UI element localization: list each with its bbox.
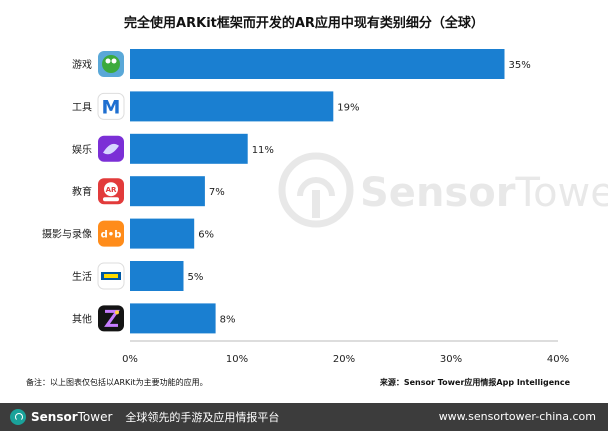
bar-value-label: 8% xyxy=(220,314,236,325)
chart-source: 来源：Sensor Tower应用情报App Intelligence xyxy=(379,378,570,387)
x-tick-label: 20% xyxy=(333,354,355,365)
tool-app-icon: M xyxy=(97,92,125,120)
chart-title: 完全使用ARKit框架而开发的AR应用中现有类别细分（全球） xyxy=(124,16,484,31)
x-tick-label: 0% xyxy=(122,354,138,365)
bar-4 xyxy=(130,176,205,207)
photo-video-app-icon: d•b xyxy=(98,220,124,247)
bar-value-label: 5% xyxy=(188,272,204,283)
bar-6 xyxy=(130,261,184,291)
lifestyle-app-icon xyxy=(97,262,125,290)
education-app-icon: AR xyxy=(98,178,124,205)
bar-value-label: 7% xyxy=(209,187,225,198)
x-tick-label: 40% xyxy=(547,354,569,365)
svg-text:d•b: d•b xyxy=(101,230,122,241)
bar-value-label: 19% xyxy=(337,102,359,113)
bar-7 xyxy=(130,303,216,334)
other-app-icon xyxy=(98,305,124,332)
category-label: 娱乐 xyxy=(72,143,92,156)
watermark-logo-icon xyxy=(278,152,354,228)
category-label: 其他 xyxy=(72,312,92,325)
footer-tagline: 全球领先的手游及应用情报平台 xyxy=(125,411,280,424)
svg-text:M: M xyxy=(102,96,121,118)
game-app-icon xyxy=(98,51,124,77)
bar-5 xyxy=(130,218,195,249)
sensortower-logo-icon xyxy=(10,409,26,425)
footer-brand-sensor: Sensor xyxy=(31,410,78,424)
footer-brand: Sensor Tower 全球领先的手游及应用情报平台 xyxy=(10,403,279,431)
x-axis: 0% 10% 20% 30% 40% xyxy=(122,340,569,365)
footer-bar: Sensor Tower 全球领先的手游及应用情报平台 www.sensortow… xyxy=(0,403,608,431)
category-label: 摄影与录像 xyxy=(42,228,92,241)
category-label: 游戏 xyxy=(72,58,92,71)
x-tick-label: 10% xyxy=(226,354,248,365)
bar-3 xyxy=(130,133,248,164)
svg-text:AR: AR xyxy=(106,186,117,194)
bar-value-label: 35% xyxy=(509,60,531,71)
category-label: 生活 xyxy=(72,270,92,283)
bar-value-label: 11% xyxy=(252,145,274,156)
bars-group: 35% 游戏 19% 工具 11% 娱乐 7% 教育 6% 摄影与录像 5% 生活 8% 其他 xyxy=(42,49,531,334)
footer-brand-tower: Tower xyxy=(77,410,113,424)
entertainment-app-icon xyxy=(98,135,124,162)
category-label: 教育 xyxy=(72,185,92,198)
category-label: 工具 xyxy=(72,101,92,113)
footer-url[interactable]: www.sensortower-china.com xyxy=(438,410,596,423)
bar-value-label: 6% xyxy=(198,230,214,241)
bar-1 xyxy=(130,49,505,79)
app-icons-group: M AR d•b xyxy=(97,51,125,332)
bar-2 xyxy=(130,91,334,122)
x-tick-label: 30% xyxy=(440,354,462,365)
chart-note: 备注：以上图表仅包括以ARKit为主要功能的应用。 xyxy=(26,378,208,387)
